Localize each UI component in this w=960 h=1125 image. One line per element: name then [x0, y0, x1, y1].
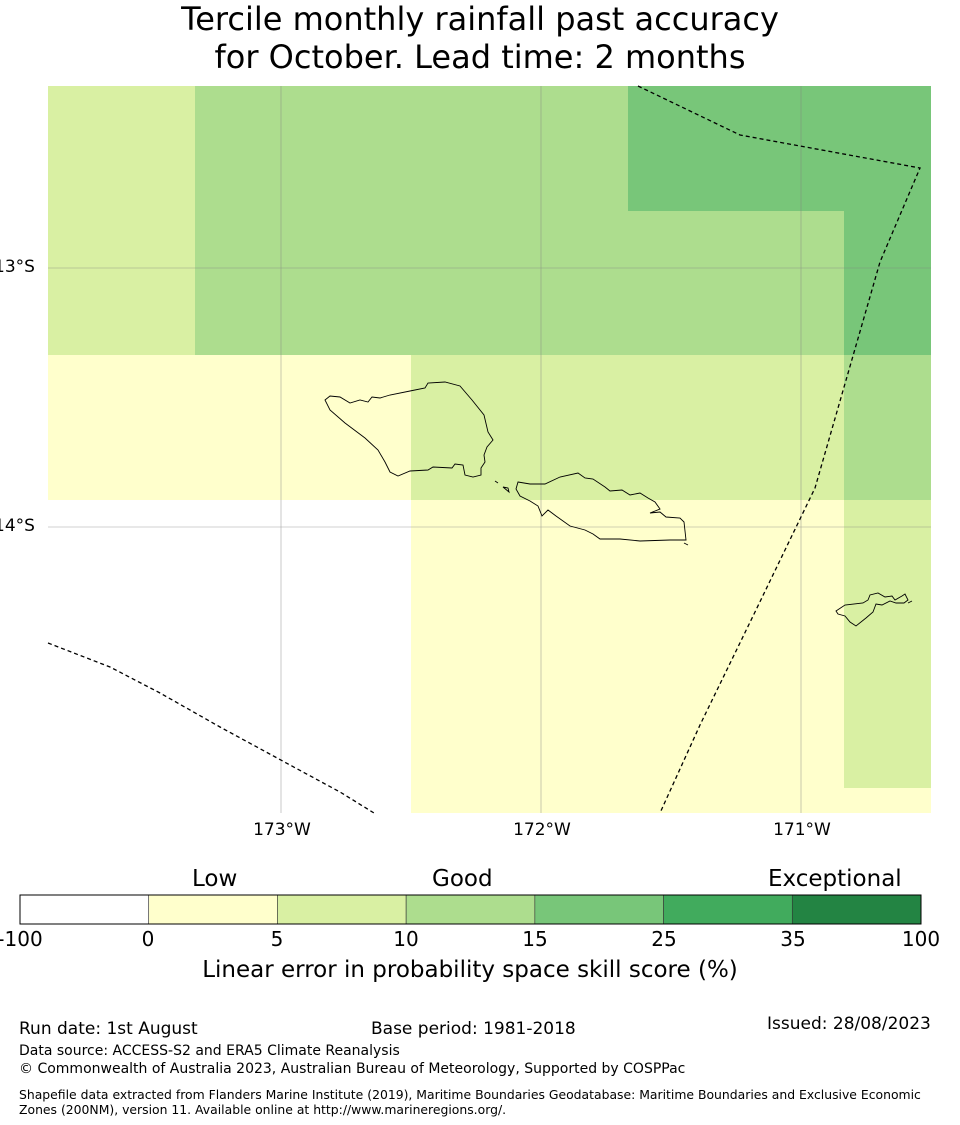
- tick-100: 100: [901, 927, 941, 951]
- lat-tick-13s: 13°S: [0, 257, 35, 277]
- lon-tick-171w: 171°W: [773, 820, 831, 840]
- skill-cells: [48, 86, 931, 813]
- colorbar-swatch-5: [663, 894, 793, 925]
- island-savaii: [324, 381, 494, 478]
- category-good: Good: [432, 866, 493, 892]
- colorbar-swatch-4: [534, 894, 664, 925]
- colorbar-swatch-6: [791, 894, 922, 925]
- lon-tick-172w: 172°W: [513, 820, 571, 840]
- colorbar-swatch-0: [19, 894, 150, 925]
- tick-5: 5: [270, 927, 284, 951]
- colorbar-label: Linear error in probability space skill …: [202, 957, 738, 983]
- cell-south-east-strip: [844, 788, 931, 813]
- islet-aunuu: [907, 600, 913, 604]
- cell-central-north-b: [628, 211, 844, 355]
- coastlines: [324, 381, 913, 627]
- shapefile-credit: Shapefile data extracted from Flanders M…: [19, 1087, 921, 1117]
- boundary-northeast: [637, 85, 921, 814]
- cell-northeast: [628, 86, 931, 211]
- copyright: © Commonwealth of Australia 2023, Austra…: [19, 1061, 686, 1077]
- category-low: Low: [192, 866, 238, 892]
- colorbar: [19, 894, 922, 925]
- cell-south-central: [411, 500, 844, 813]
- cell-west-mid: [48, 355, 411, 500]
- cell-central-mid: [411, 355, 844, 500]
- cell-central-north: [195, 86, 628, 355]
- run-date: Run date: 1st August: [19, 1019, 198, 1039]
- tick-35: 35: [780, 927, 806, 951]
- issued-date: Issued: 28/08/2023: [767, 1014, 931, 1034]
- title-line-2: for October. Lead time: 2 months: [214, 38, 746, 76]
- colorbar-swatch-2: [277, 894, 407, 925]
- title-line-1: Tercile monthly rainfall past accuracy: [181, 0, 779, 38]
- cell-east-mid: [844, 211, 931, 355]
- islet-manono: [502, 486, 510, 494]
- skill-map: [47, 85, 931, 814]
- islet-tail: [683, 542, 689, 546]
- lon-tick-173w: 173°W: [253, 820, 311, 840]
- colorbar-frame: [19, 894, 922, 925]
- tick-10: 10: [393, 927, 419, 951]
- lat-tick-14s: 14°S: [0, 516, 35, 536]
- tick-0: 0: [141, 927, 155, 951]
- boundary-southwest: [47, 642, 375, 814]
- colorbar-swatch-3: [405, 894, 536, 925]
- gridlines: [48, 86, 931, 813]
- island-tutuila: [835, 592, 909, 627]
- island-upolu: [515, 472, 687, 542]
- base-period: Base period: 1981-2018: [371, 1019, 576, 1039]
- data-source: Data source: ACCESS-S2 and ERA5 Climate …: [19, 1043, 400, 1059]
- tick-15: 15: [522, 927, 548, 951]
- colorbar-swatch-1: [148, 894, 278, 925]
- cell-east-lower: [844, 355, 931, 500]
- cell-southeast: [844, 500, 931, 788]
- category-exceptional: Exceptional: [768, 866, 902, 892]
- tick-25: 25: [651, 927, 677, 951]
- tick-minus100: -100: [0, 927, 43, 951]
- islet-small: [494, 480, 499, 484]
- maritime-boundaries: [47, 85, 921, 814]
- cell-west-north: [48, 86, 195, 355]
